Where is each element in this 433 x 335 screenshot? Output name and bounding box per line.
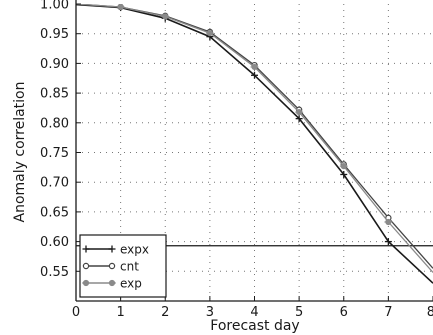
- data-point-exp: [250, 63, 259, 71]
- y-tick-label: 0.60: [40, 235, 69, 250]
- data-point-exp: [339, 163, 348, 170]
- data-point-exp: [161, 13, 170, 20]
- legend-marker-exp: [82, 279, 90, 287]
- x-tick-label: 7: [384, 305, 392, 320]
- x-tick-label: 6: [340, 305, 348, 320]
- x-tick-label: 4: [250, 305, 258, 320]
- data-point-exp: [295, 109, 304, 116]
- legend: expx cnt exp: [79, 234, 167, 298]
- legend-label-exp: exp: [120, 277, 142, 291]
- data-point-expx: [295, 115, 303, 123]
- legend-marker-expx: [82, 245, 90, 253]
- axes: [75, 0, 433, 302]
- legend-marker-exp: [108, 279, 116, 287]
- y-tick-label: 0.75: [40, 146, 69, 161]
- data-point-exp: [116, 4, 125, 11]
- legend-label-cnt: cnt: [120, 260, 139, 274]
- tick-labels: 0.55 0.60 0.65 0.70 0.75 0.80 0.85 0.90 0.95 1.00…: [40, 0, 433, 320]
- x-tick-label: 1: [116, 305, 124, 320]
- y-tick-label: 0.65: [40, 205, 69, 220]
- x-tick-label: 3: [206, 305, 214, 320]
- legend-marker-expx: [108, 245, 116, 253]
- y-tick-label: 1.00: [40, 0, 69, 13]
- y-tick-label: 0.85: [40, 87, 69, 102]
- x-tick-label: 2: [161, 305, 169, 320]
- y-tick-label: 0.95: [40, 27, 69, 42]
- x-tick-label: 8: [427, 305, 433, 320]
- legend-marker-cnt: [108, 262, 116, 270]
- data-point-expx: [384, 238, 392, 246]
- x-tick-label: 0: [72, 305, 80, 320]
- y-tick-label: 0.70: [40, 176, 69, 191]
- series-lines: [76, 4, 433, 284]
- y-tick-label: 0.80: [40, 116, 69, 131]
- x-tick-label: 5: [295, 305, 303, 320]
- data-point-exp: [384, 218, 393, 226]
- x-axis-label: Forecast day: [210, 318, 299, 334]
- y-tick-label: 0.55: [40, 265, 69, 280]
- y-axis-label: Anomaly correlation: [12, 82, 28, 223]
- y-tick-label: 0.90: [40, 57, 69, 72]
- data-point-expx: [251, 71, 258, 79]
- legend-marker-cnt: [82, 262, 90, 270]
- data-point-expx: [340, 170, 348, 178]
- legend-label-expx: expx: [120, 243, 149, 257]
- data-point-exp: [205, 30, 214, 37]
